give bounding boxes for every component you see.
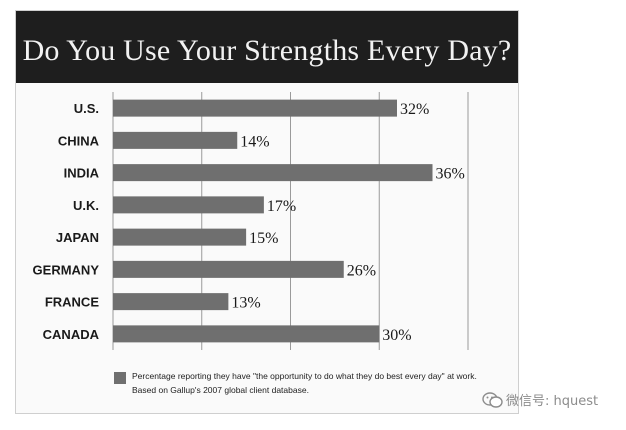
bar bbox=[113, 260, 344, 278]
legend-label: Percentage reporting they have "the oppo… bbox=[132, 371, 477, 395]
category-label: GERMANY bbox=[33, 262, 100, 277]
bar bbox=[113, 131, 238, 149]
value-label: 17% bbox=[267, 198, 296, 215]
bar bbox=[113, 164, 433, 182]
chart-card: Do You Use Your Strengths Every Day? U.S… bbox=[15, 10, 519, 414]
category-label: INDIA bbox=[64, 166, 100, 181]
watermark: 微信号: hquest bbox=[482, 390, 598, 413]
bar-chart: U.S. 32% CHINA 14% INDIA 36% U.K. 17% JAPAN 15% GE… bbox=[33, 92, 469, 350]
labels: U.S. 32% CHINA 14% INDIA 36% U.K. 17% JAPAN 15% GE… bbox=[33, 101, 465, 344]
title-bar bbox=[16, 11, 518, 83]
watermark-text: 微信号: hquest bbox=[506, 394, 599, 409]
value-label: 26% bbox=[347, 262, 376, 279]
bars bbox=[113, 99, 433, 343]
value-label: 32% bbox=[400, 101, 429, 118]
chart-title: Do You Use Your Strengths Every Day? bbox=[22, 34, 512, 67]
value-label: 15% bbox=[249, 230, 278, 247]
category-label: CANADA bbox=[43, 327, 100, 342]
category-label: CHINA bbox=[58, 133, 100, 148]
gridlines bbox=[112, 92, 469, 350]
value-label: 14% bbox=[240, 133, 269, 150]
bar bbox=[113, 293, 229, 311]
category-label: JAPAN bbox=[56, 230, 99, 245]
wechat-icon bbox=[482, 391, 504, 413]
category-label: U.S. bbox=[74, 101, 99, 116]
bar bbox=[113, 228, 247, 246]
value-label: 30% bbox=[382, 327, 411, 344]
bar bbox=[113, 196, 264, 214]
bar bbox=[113, 99, 397, 117]
category-label: U.K. bbox=[73, 198, 99, 213]
bar bbox=[113, 325, 380, 343]
value-label: 36% bbox=[436, 166, 465, 183]
category-label: FRANCE bbox=[45, 295, 99, 310]
legend-swatch bbox=[114, 372, 126, 384]
value-label: 13% bbox=[231, 295, 260, 312]
